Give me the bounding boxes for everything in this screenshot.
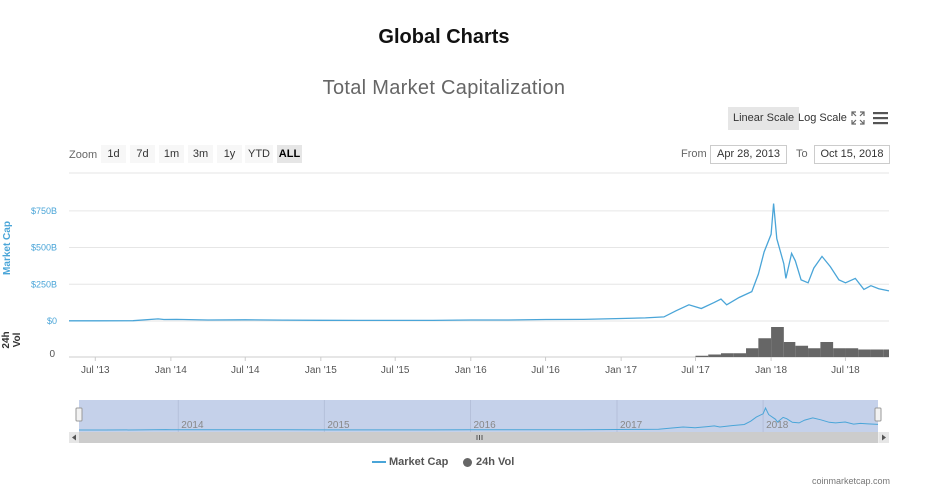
zoom-7d-button[interactable]: 7d bbox=[130, 145, 155, 163]
linear-scale-button[interactable]: Linear Scale bbox=[728, 107, 800, 130]
y-axis-ticks: $0 $250B $500B $750B 0 bbox=[31, 206, 57, 360]
fullscreen-icon[interactable] bbox=[851, 111, 865, 125]
y-tick-label: $0 bbox=[47, 316, 57, 326]
volume-column bbox=[870, 349, 884, 357]
x-tick-label: Jul '14 bbox=[231, 365, 260, 376]
volume-column bbox=[771, 327, 784, 357]
volume-columns bbox=[695, 327, 889, 357]
volume-column bbox=[758, 338, 772, 357]
y-tick-label-volume: 0 bbox=[49, 349, 55, 360]
volume-column bbox=[720, 353, 734, 357]
volume-column bbox=[695, 355, 709, 357]
legend-line-icon bbox=[372, 461, 386, 464]
y-axis-label-24h-vol: 24hVol bbox=[1, 331, 23, 348]
grid-lines bbox=[69, 172, 889, 358]
x-tick-label: Jan '14 bbox=[155, 365, 187, 376]
x-tick-label: Jul '16 bbox=[531, 365, 560, 376]
credit-link[interactable]: coinmarketcap.com bbox=[811, 476, 890, 486]
navigator-tick-label: 2015 bbox=[327, 420, 350, 431]
y-tick-label: $500B bbox=[31, 243, 57, 253]
volume-column bbox=[746, 348, 759, 357]
hamburger-menu-icon[interactable] bbox=[873, 111, 888, 125]
navigator-tick-label: 2014 bbox=[181, 420, 204, 431]
from-date-input[interactable]: Apr 28, 2013 bbox=[710, 145, 787, 164]
navigator-handle-left[interactable] bbox=[75, 407, 83, 422]
navigator-series bbox=[79, 406, 879, 431]
to-date-input[interactable]: Oct 15, 2018 bbox=[814, 145, 890, 164]
legend-item-24h-vol[interactable]: 24h Vol bbox=[463, 456, 514, 468]
volume-column bbox=[733, 353, 747, 357]
navigator-tick-label: 2017 bbox=[620, 420, 643, 431]
volume-column bbox=[795, 345, 809, 357]
volume-column bbox=[858, 349, 871, 357]
x-tick-label: Jul '13 bbox=[81, 365, 110, 376]
chart-title: Total Market Capitalization bbox=[322, 77, 566, 99]
zoom-3m-button[interactable]: 3m bbox=[188, 145, 213, 163]
zoom-1y-button[interactable]: 1y bbox=[217, 145, 242, 163]
log-scale-button[interactable]: Log Scale bbox=[798, 112, 847, 124]
x-tick-label: Jul '17 bbox=[681, 365, 710, 376]
y-tick-label: $750B bbox=[31, 206, 57, 216]
navigator-tick-label: 2018 bbox=[766, 420, 789, 431]
scrollbar-thumb[interactable] bbox=[79, 432, 878, 443]
x-tick-label: Jan '18 bbox=[755, 365, 787, 376]
navigator-mask[interactable] bbox=[79, 400, 878, 432]
navigator-tick-label: 2016 bbox=[473, 420, 496, 431]
from-label: From bbox=[681, 148, 707, 160]
zoom-1m-button[interactable]: 1m bbox=[159, 145, 184, 163]
zoom-ytd-button[interactable]: YTD bbox=[245, 145, 273, 163]
volume-column bbox=[845, 348, 859, 357]
zoom-label: Zoom bbox=[69, 149, 98, 161]
legend-label: Market Cap bbox=[389, 456, 449, 468]
to-label: To bbox=[796, 148, 808, 160]
x-tick-label: Jan '16 bbox=[455, 365, 487, 376]
x-tick-label: Jan '17 bbox=[605, 365, 637, 376]
volume-column bbox=[833, 348, 846, 357]
y-tick-label: $250B bbox=[31, 279, 57, 289]
legend-item-market-cap[interactable]: Market Cap bbox=[372, 456, 448, 468]
zoom-1d-button[interactable]: 1d bbox=[101, 145, 126, 163]
zoom-all-button[interactable]: ALL bbox=[277, 145, 302, 163]
x-axis-ticks: Jul '13 Jan '14 Jul '14 Jan '15 Jul '15 Jan '… bbox=[81, 357, 860, 376]
navigator-grid: 2014 2015 2016 2017 2018 bbox=[177, 400, 789, 432]
scrollbar-grip-icon bbox=[476, 435, 483, 440]
volume-column bbox=[883, 349, 889, 357]
scroll-left-arrow-icon bbox=[72, 434, 76, 441]
x-tick-label: Jul '18 bbox=[831, 365, 860, 376]
volume-column bbox=[808, 348, 821, 357]
x-tick-label: Jan '15 bbox=[305, 365, 337, 376]
page-title: Global Charts bbox=[378, 26, 510, 48]
navigator-handle-right[interactable] bbox=[874, 407, 882, 422]
y-axis-label-market-cap: Market Cap bbox=[2, 221, 13, 275]
market-cap-line bbox=[69, 203, 890, 322]
legend-dot-icon bbox=[463, 457, 472, 467]
scrollbar[interactable] bbox=[69, 432, 889, 443]
x-tick-label: Jul '15 bbox=[381, 365, 410, 376]
navigator[interactable]: 2014 2015 2016 2017 2018 bbox=[75, 400, 882, 432]
legend-label: 24h Vol bbox=[476, 456, 515, 468]
scroll-right-arrow-icon bbox=[882, 434, 886, 441]
volume-column bbox=[820, 342, 834, 357]
volume-column bbox=[708, 354, 721, 357]
volume-column bbox=[783, 342, 796, 357]
